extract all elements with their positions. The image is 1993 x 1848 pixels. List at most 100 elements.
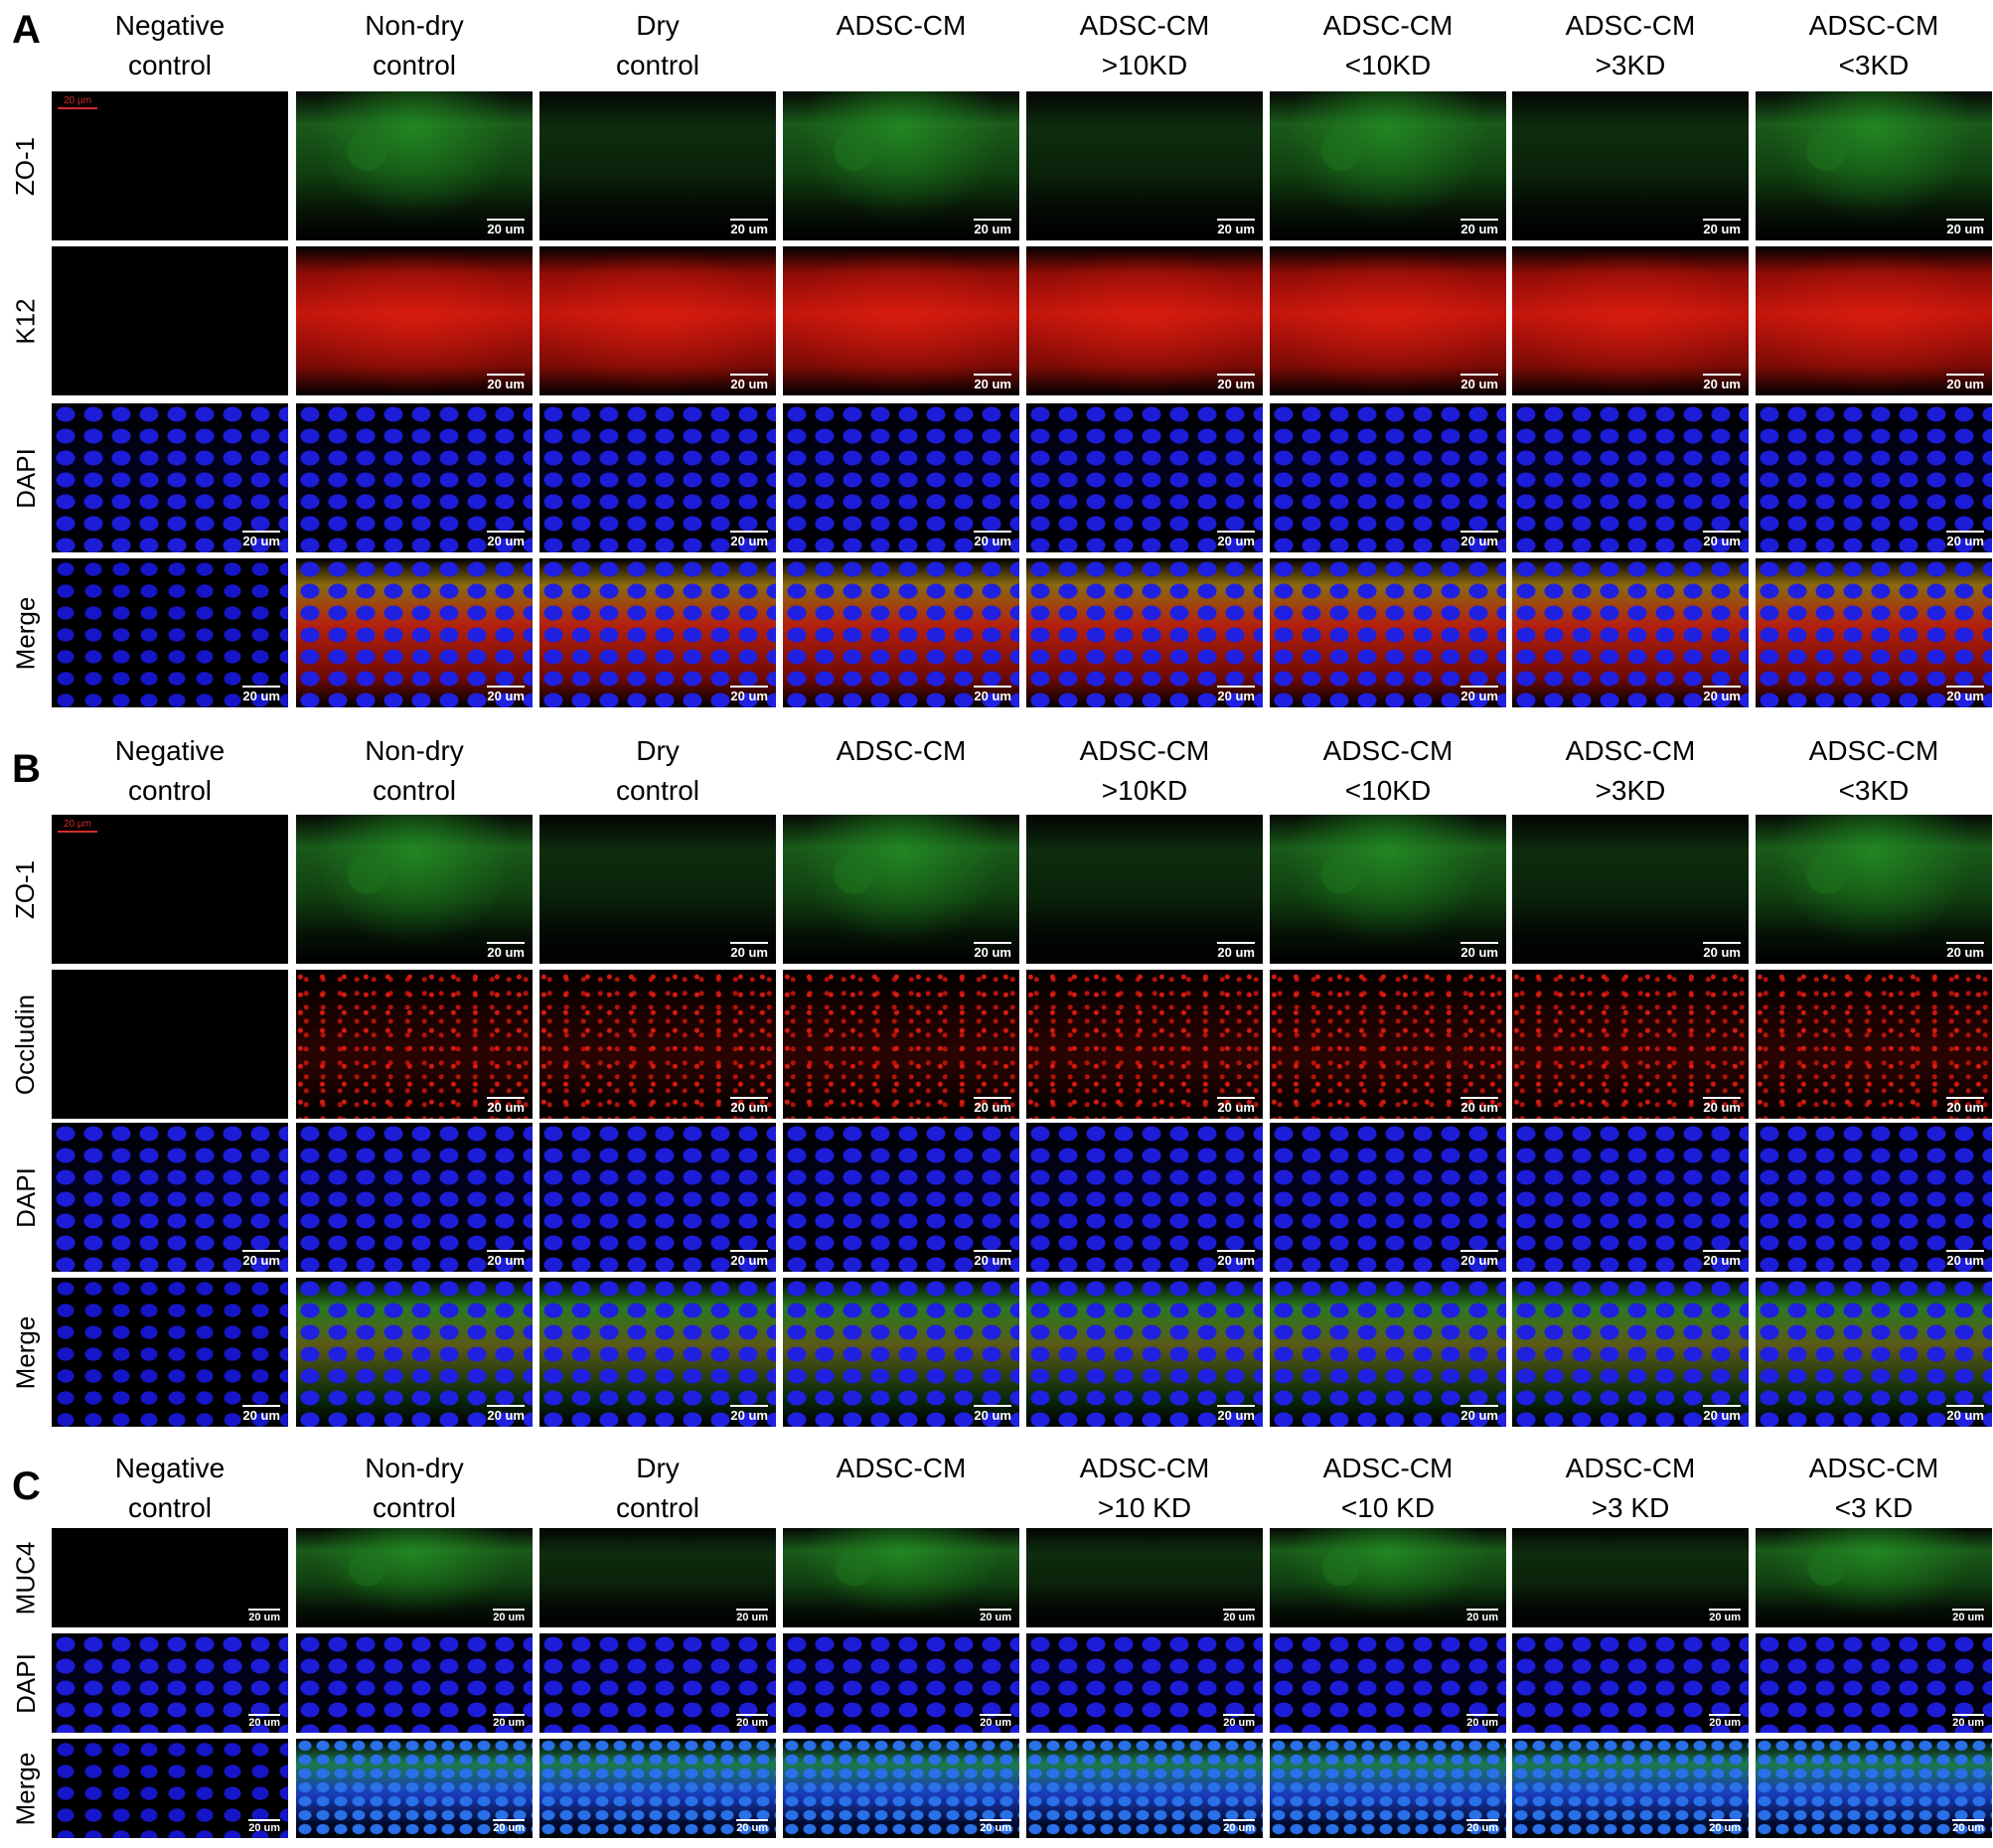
column-header: Non-dry control bbox=[365, 1453, 464, 1523]
scale-bar: 20 um bbox=[1460, 1405, 1498, 1423]
scale-bar: 20 um bbox=[242, 1250, 280, 1268]
scale-bar: 20 um bbox=[248, 1819, 280, 1834]
micrograph-tile: 20 um bbox=[539, 970, 776, 1119]
micrograph-tile: 20 um bbox=[296, 1123, 533, 1272]
column-header: ADSC-CM >3KD bbox=[1565, 10, 1696, 80]
scale-bar: 20 um bbox=[974, 686, 1011, 703]
micrograph-tile: 20 um bbox=[783, 1123, 1019, 1272]
micrograph-tile: 20 um bbox=[1512, 970, 1749, 1119]
micrograph-tile: 20 um bbox=[52, 1528, 288, 1627]
scale-bar: 20 um bbox=[974, 374, 1011, 391]
scale-bar: 20 um bbox=[974, 531, 1011, 548]
scale-bar: 20 um bbox=[248, 1714, 280, 1729]
micrograph-tile: 20 um bbox=[52, 1633, 288, 1733]
micrograph-tile: 20 um bbox=[1512, 246, 1749, 395]
micrograph-tile: 20 um bbox=[1512, 815, 1749, 964]
scale-bar: 20 um bbox=[1460, 531, 1498, 548]
scale-bar: 20 um bbox=[1709, 1714, 1741, 1729]
micrograph-tile: 20 um bbox=[52, 1123, 288, 1272]
micrograph-tile: 20 um bbox=[1270, 558, 1506, 707]
micrograph-tile: 20 um bbox=[783, 403, 1019, 552]
micrograph-tile: 20 um bbox=[1026, 558, 1263, 707]
scale-bar: 20 um bbox=[1703, 374, 1741, 391]
micrograph-tile: 20 um bbox=[52, 1278, 288, 1427]
micrograph-tile: 20 µm bbox=[52, 815, 288, 964]
column-header: ADSC-CM bbox=[836, 1453, 967, 1483]
scale-bar: 20 um bbox=[487, 1405, 525, 1423]
scale-bar: 20 um bbox=[1217, 1097, 1255, 1115]
micrograph-tile: 20 um bbox=[539, 246, 776, 395]
scale-bar: 20 um bbox=[487, 374, 525, 391]
panel-label: A bbox=[12, 8, 41, 52]
scale-bar: 20 um bbox=[1460, 686, 1498, 703]
scale-bar: 20 um bbox=[730, 1250, 768, 1268]
micrograph-tile: 20 um bbox=[296, 815, 533, 964]
micrograph-tile: 20 um bbox=[783, 1633, 1019, 1733]
micrograph-tile: 20 um bbox=[1270, 91, 1506, 240]
micrograph-tile: 20 um bbox=[1512, 1278, 1749, 1427]
column-header: ADSC-CM <10KD bbox=[1322, 10, 1454, 80]
scale-bar: 20 um bbox=[974, 942, 1011, 960]
column-header: Non-dry control bbox=[365, 10, 464, 80]
micrograph-tile: 20 um bbox=[1756, 1633, 1992, 1733]
scale-bar: 20 um bbox=[1703, 1250, 1741, 1268]
row-label: DAPI bbox=[10, 447, 41, 509]
scale-bar: 20 um bbox=[1217, 1405, 1255, 1423]
micrograph-tile: 20 um bbox=[539, 815, 776, 964]
column-header: ADSC-CM <3KD bbox=[1808, 735, 1939, 806]
micrograph-tile: 20 um bbox=[539, 1528, 776, 1627]
scale-bar: 20 um bbox=[493, 1714, 525, 1729]
micrograph-tile: 20 um bbox=[539, 91, 776, 240]
micrograph-tile: 20 um bbox=[539, 1633, 776, 1733]
scale-bar: 20 um bbox=[1946, 686, 1984, 703]
micrograph-tile: 20 um bbox=[783, 246, 1019, 395]
row-label: DAPI bbox=[10, 1652, 41, 1714]
scale-bar: 20 um bbox=[1217, 942, 1255, 960]
micrograph-tile: 20 um bbox=[1026, 1739, 1263, 1838]
inset-scale-bar: 20 µm bbox=[58, 819, 97, 833]
column-header: ADSC-CM >3KD bbox=[1565, 735, 1696, 806]
scale-bar: 20 um bbox=[242, 1405, 280, 1423]
micrograph-tile: 20 um bbox=[539, 1278, 776, 1427]
scale-bar: 20 um bbox=[974, 1097, 1011, 1115]
scale-bar: 20 um bbox=[1223, 1609, 1255, 1623]
micrograph-tile: 20 um bbox=[296, 1633, 533, 1733]
micrograph-tile: 20 um bbox=[1026, 970, 1263, 1119]
scale-bar: 20 um bbox=[974, 1250, 1011, 1268]
scale-bar: 20 um bbox=[1217, 1250, 1255, 1268]
micrograph-tile: 20 um bbox=[1756, 1739, 1992, 1838]
scale-bar: 20 um bbox=[1217, 531, 1255, 548]
micrograph-tile: 20 um bbox=[1270, 246, 1506, 395]
micrograph-tile: 20 um bbox=[1512, 1528, 1749, 1627]
scale-bar: 20 um bbox=[1946, 942, 1984, 960]
micrograph-tile: 20 um bbox=[296, 403, 533, 552]
micrograph-tile: 20 um bbox=[296, 970, 533, 1119]
scale-bar: 20 um bbox=[242, 531, 280, 548]
scale-bar: 20 um bbox=[1952, 1819, 1984, 1834]
column-header: ADSC-CM <3 KD bbox=[1808, 1453, 1939, 1523]
micrograph-tile: 20 um bbox=[1026, 1123, 1263, 1272]
scale-bar: 20 um bbox=[1703, 942, 1741, 960]
column-header: Non-dry control bbox=[365, 735, 464, 806]
scale-bar: 20 um bbox=[736, 1609, 768, 1623]
micrograph-tile: 20 um bbox=[1270, 970, 1506, 1119]
micrograph-tile: 20 um bbox=[1756, 1528, 1992, 1627]
column-header: Negative control bbox=[114, 1453, 226, 1523]
panel-label: C bbox=[12, 1464, 41, 1508]
scale-bar: 20 um bbox=[1952, 1714, 1984, 1729]
scale-bar: 20 um bbox=[1217, 219, 1255, 236]
micrograph-tile: 20 um bbox=[296, 558, 533, 707]
micrograph-tile: 20 um bbox=[296, 1528, 533, 1627]
micrograph-tile: 20 um bbox=[1512, 1739, 1749, 1838]
column-header: Negative control bbox=[114, 735, 226, 806]
scale-bar: 20 um bbox=[730, 686, 768, 703]
micrograph-tile: 20 um bbox=[1026, 1528, 1263, 1627]
column-header: ADSC-CM <10 KD bbox=[1322, 1453, 1454, 1523]
micrograph-tile: 20 um bbox=[783, 91, 1019, 240]
micrograph-tile: 20 um bbox=[1026, 403, 1263, 552]
micrograph-tile: 20 um bbox=[1756, 1123, 1992, 1272]
micrograph-tile: 20 um bbox=[1026, 1278, 1263, 1427]
scale-bar: 20 um bbox=[487, 219, 525, 236]
scale-bar: 20 um bbox=[730, 531, 768, 548]
micrograph-tile: 20 um bbox=[1270, 1278, 1506, 1427]
